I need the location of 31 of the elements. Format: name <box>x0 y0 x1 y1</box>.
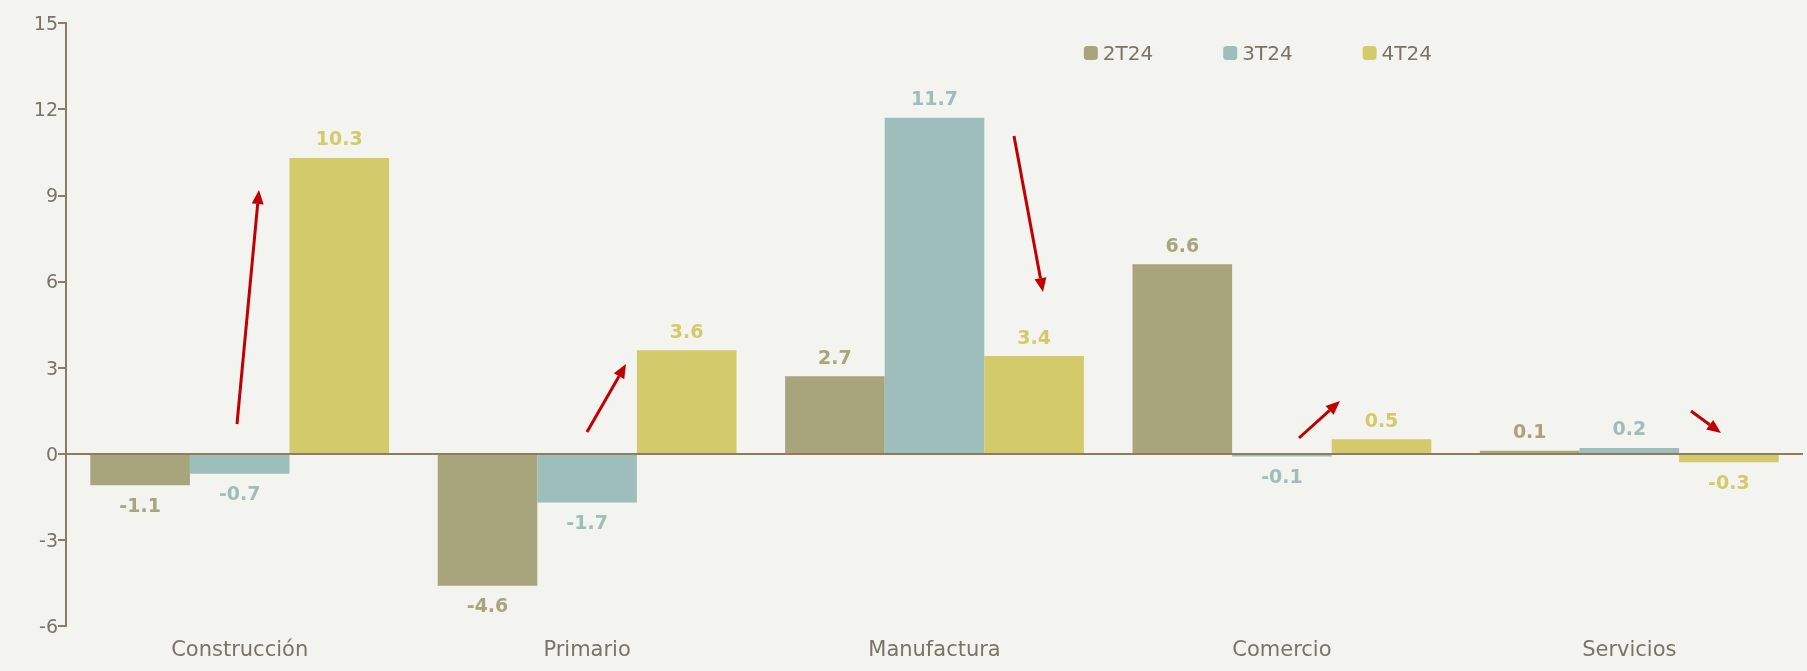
x-tick-label: Manufactura <box>868 636 1001 661</box>
legend-label: 4T24 <box>1381 41 1432 65</box>
data-label: 3.4 <box>1017 325 1051 348</box>
data-label: -1.7 <box>566 511 608 534</box>
y-tick-label: -3 <box>39 528 58 551</box>
y-tick-label: 9 <box>45 184 58 207</box>
data-label: 0.2 <box>1612 417 1647 440</box>
data-label: 3.6 <box>669 319 704 342</box>
legend-label: 3T24 <box>1242 41 1293 65</box>
y-tick-label: 3 <box>45 356 58 379</box>
y-tick-label: -6 <box>39 615 58 637</box>
y-tick-label: 12 <box>33 98 58 121</box>
data-label: 11.7 <box>911 87 958 110</box>
data-label: 6.6 <box>1165 233 1200 256</box>
x-tick-label: Primario <box>543 636 631 661</box>
data-label: -0.7 <box>218 482 261 505</box>
data-label: -4.6 <box>466 594 509 617</box>
data-label: 0.5 <box>1364 408 1399 431</box>
y-tick-label: 15 <box>33 12 58 34</box>
data-label: 0.1 <box>1512 420 1547 443</box>
data-label: 2.7 <box>818 345 852 368</box>
data-label: 10.3 <box>315 127 363 150</box>
data-label: -0.1 <box>1261 465 1303 488</box>
x-tick-label: Comercio <box>1232 636 1332 661</box>
x-tick-label: Servicios <box>1582 636 1677 661</box>
data-label: -1.1 <box>119 493 161 516</box>
x-tick-label: Construcción <box>171 636 309 661</box>
y-tick-label: 0 <box>45 442 58 465</box>
data-label: -0.3 <box>1708 470 1750 493</box>
y-tick-label: 6 <box>45 270 58 293</box>
legend-label: 2T24 <box>1102 41 1154 65</box>
